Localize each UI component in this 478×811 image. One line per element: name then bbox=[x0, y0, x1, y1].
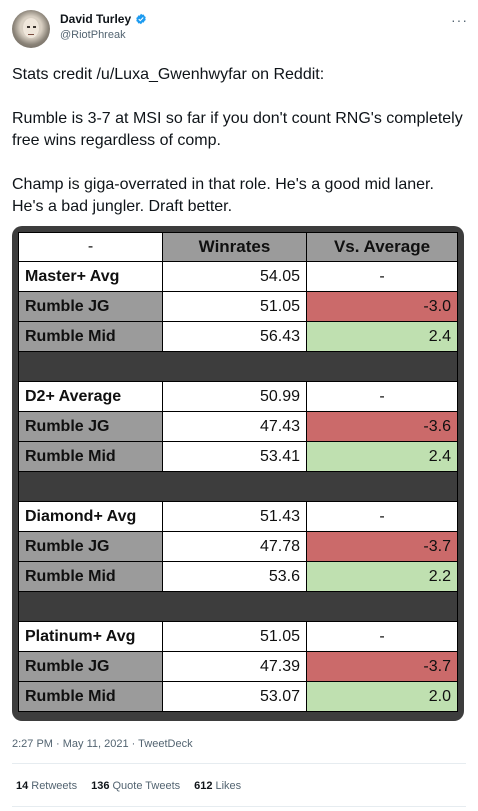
author-name[interactable]: David Turley bbox=[60, 12, 132, 26]
row-label: Rumble Mid bbox=[18, 322, 163, 352]
stat-label: Quote Tweets bbox=[112, 780, 181, 792]
table-header-row: - Winrates Vs. Average bbox=[18, 232, 458, 262]
avatar[interactable] bbox=[12, 10, 50, 48]
row-label: Platinum+ Avg bbox=[18, 622, 163, 652]
retweets-stat[interactable]: 14 Retweets bbox=[16, 780, 77, 792]
row-label: Rumble Mid bbox=[18, 442, 163, 472]
stat-label: Likes bbox=[215, 780, 242, 792]
table-row: Rumble JG 47.43 -3.6 bbox=[18, 412, 458, 442]
row-label: Rumble JG bbox=[18, 292, 163, 322]
row-label: Master+ Avg bbox=[18, 262, 163, 292]
author-block: David Turley @RiotPhreak bbox=[60, 12, 147, 41]
table-spacer-row bbox=[18, 472, 458, 502]
table-row-average: Master+ Avg 54.05 - bbox=[18, 262, 458, 292]
table-row: Rumble JG 47.39 -3.7 bbox=[18, 652, 458, 682]
stat-count: 136 bbox=[91, 780, 110, 792]
tweet-paragraph: Rumble is 3-7 at MSI so far if you don't… bbox=[12, 110, 468, 149]
vs-average-cell: 2.2 bbox=[307, 562, 458, 592]
vs-average-cell: 2.4 bbox=[307, 322, 458, 352]
winrate-cell: 47.78 bbox=[163, 532, 307, 562]
divider bbox=[12, 763, 466, 764]
winrate-cell: 47.39 bbox=[163, 652, 307, 682]
stat-label: Retweets bbox=[31, 780, 78, 792]
author-handle[interactable]: @RiotPhreak bbox=[60, 29, 126, 41]
quote-tweets-stat[interactable]: 136 Quote Tweets bbox=[91, 780, 180, 792]
avatar-mouth bbox=[28, 34, 34, 35]
winrate-cell: 51.43 bbox=[163, 502, 307, 532]
verified-badge-icon bbox=[136, 13, 146, 25]
table-spacer-row bbox=[18, 592, 458, 622]
table-row-average: Diamond+ Avg 51.43 - bbox=[18, 502, 458, 532]
table-row-average: Platinum+ Avg 51.05 - bbox=[18, 622, 458, 652]
table-row: Rumble JG 51.05 -3.0 bbox=[18, 292, 458, 322]
avatar-eye bbox=[33, 26, 36, 28]
table-row: Rumble Mid 53.6 2.2 bbox=[18, 562, 458, 592]
row-label: Rumble Mid bbox=[18, 682, 163, 712]
row-label: Rumble Mid bbox=[18, 562, 163, 592]
row-label: Diamond+ Avg bbox=[18, 502, 163, 532]
winrate-cell: 51.05 bbox=[163, 622, 307, 652]
tweet-text: Stats credit /u/Luxa_Gwenhwyfar on Reddi… bbox=[12, 64, 468, 218]
avatar-eye bbox=[27, 26, 30, 28]
winrate-cell: 51.05 bbox=[163, 292, 307, 322]
winrate-cell: 53.6 bbox=[163, 562, 307, 592]
vs-average-cell: - bbox=[307, 502, 458, 532]
vs-average-cell: 2.0 bbox=[307, 682, 458, 712]
tweet-paragraph: Champ is giga-overrated in that role. He… bbox=[12, 176, 439, 215]
vs-average-cell: - bbox=[307, 262, 458, 292]
winrate-cell: 50.99 bbox=[163, 382, 307, 412]
row-label: Rumble JG bbox=[18, 412, 163, 442]
table-header-cell: Winrates bbox=[163, 232, 307, 262]
table-row: Rumble Mid 53.07 2.0 bbox=[18, 682, 458, 712]
vs-average-cell: -3.7 bbox=[307, 652, 458, 682]
table-row: Rumble JG 47.78 -3.7 bbox=[18, 532, 458, 562]
vs-average-cell: - bbox=[307, 382, 458, 412]
divider bbox=[12, 806, 466, 807]
stat-count: 612 bbox=[194, 780, 213, 792]
table-spacer-row bbox=[18, 352, 458, 382]
vs-average-cell: -3.7 bbox=[307, 532, 458, 562]
avatar-face bbox=[23, 18, 39, 38]
stats-table: - Winrates Vs. Average Master+ Avg 54.05… bbox=[18, 232, 458, 712]
engagement-stats: 14 Retweets 136 Quote Tweets 612 Likes bbox=[16, 780, 241, 792]
winrate-cell: 53.41 bbox=[163, 442, 307, 472]
row-label: Rumble JG bbox=[18, 652, 163, 682]
tweet-header: David Turley @RiotPhreak ··· bbox=[12, 10, 468, 50]
vs-average-cell: -3.0 bbox=[307, 292, 458, 322]
author-name-row[interactable]: David Turley bbox=[60, 12, 147, 26]
row-label: Rumble JG bbox=[18, 532, 163, 562]
tweet-timestamp[interactable]: 2:27 PM · May 11, 2021 · TweetDeck bbox=[12, 738, 193, 750]
likes-stat[interactable]: 612 Likes bbox=[194, 780, 241, 792]
row-label: D2+ Average bbox=[18, 382, 163, 412]
table-header-cell: - bbox=[18, 232, 163, 262]
winrate-cell: 47.43 bbox=[163, 412, 307, 442]
vs-average-cell: -3.6 bbox=[307, 412, 458, 442]
vs-average-cell: 2.4 bbox=[307, 442, 458, 472]
table-header-cell: Vs. Average bbox=[307, 232, 458, 262]
winrate-cell: 56.43 bbox=[163, 322, 307, 352]
more-icon[interactable]: ··· bbox=[451, 12, 468, 28]
vs-average-cell: - bbox=[307, 622, 458, 652]
table-row: Rumble Mid 53.41 2.4 bbox=[18, 442, 458, 472]
winrate-cell: 53.07 bbox=[163, 682, 307, 712]
tweet-paragraph: Stats credit /u/Luxa_Gwenhwyfar on Reddi… bbox=[12, 66, 325, 83]
table-row: Rumble Mid 56.43 2.4 bbox=[18, 322, 458, 352]
table-row-average: D2+ Average 50.99 - bbox=[18, 382, 458, 412]
tweet-image[interactable]: - Winrates Vs. Average Master+ Avg 54.05… bbox=[12, 226, 464, 721]
winrate-cell: 54.05 bbox=[163, 262, 307, 292]
stat-count: 14 bbox=[16, 780, 29, 792]
